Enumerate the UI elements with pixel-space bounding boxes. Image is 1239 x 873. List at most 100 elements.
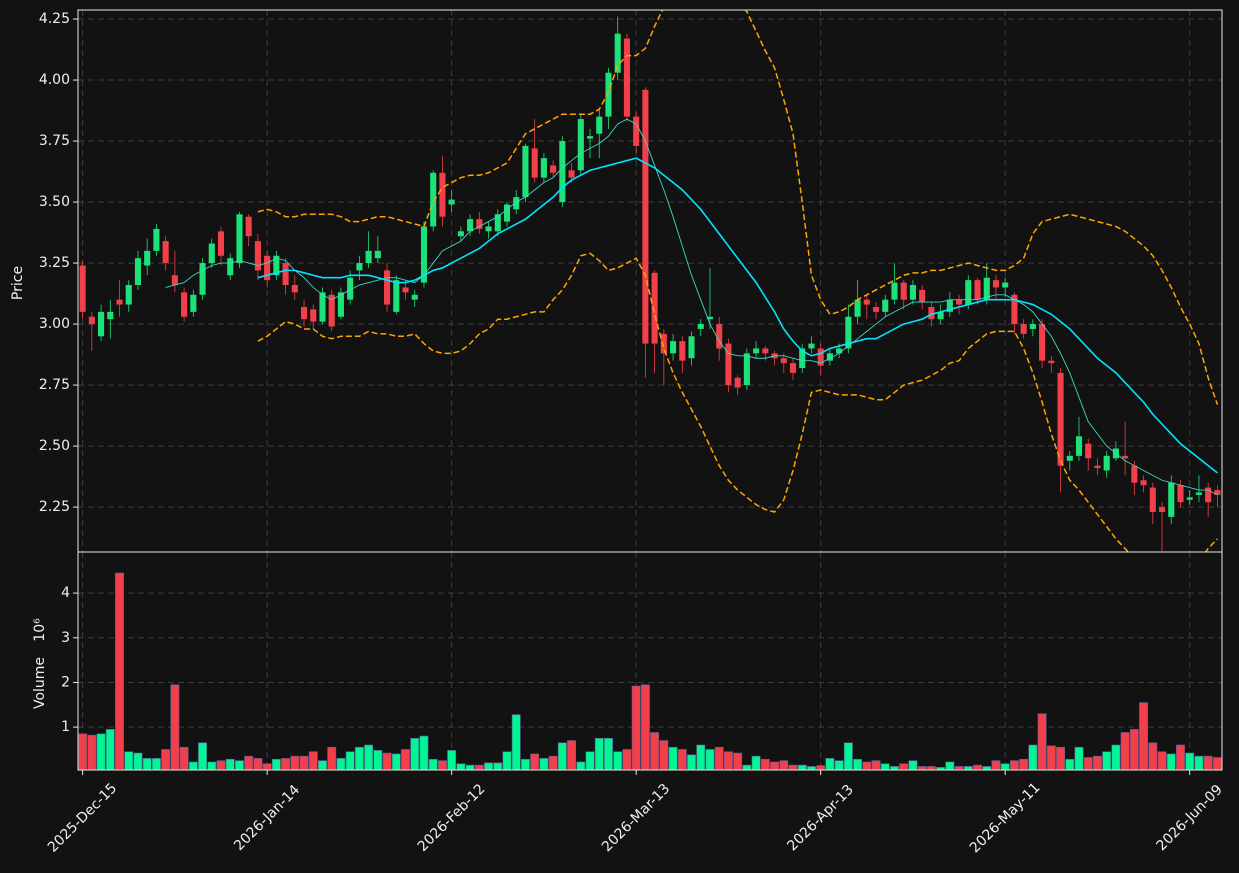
volume-bar: [834, 760, 844, 770]
candle-body: [467, 219, 474, 232]
volume-bar: [954, 766, 964, 770]
candle-body: [522, 145, 529, 198]
candle-body: [559, 141, 566, 203]
candle-body: [88, 316, 95, 325]
y-tick-label: 2: [61, 674, 70, 690]
volume-bar: [779, 760, 789, 770]
candle-body: [162, 241, 169, 264]
volume-bar: [659, 740, 669, 770]
volume-bar: [124, 751, 134, 770]
candle-body: [282, 263, 289, 286]
candle-body: [181, 292, 188, 317]
volume-bar: [520, 758, 530, 770]
candle-body: [420, 226, 428, 283]
price-axis-label: Price: [10, 266, 26, 300]
y-tick-label: 4.25: [39, 11, 70, 27]
volume-bar: [428, 758, 438, 770]
candle-body: [808, 343, 815, 349]
y-tick-label: 2.50: [39, 438, 70, 454]
candle-body: [1177, 485, 1184, 503]
volume-grid: [73, 552, 1222, 770]
volume-bar: [1185, 752, 1195, 770]
candle-body: [384, 270, 391, 305]
candle-body: [402, 287, 409, 293]
candle-body: [365, 250, 372, 264]
candle-body: [697, 324, 704, 329]
candle-body: [227, 258, 234, 276]
candle-body: [439, 172, 446, 217]
candle-body: [1149, 487, 1156, 512]
y-tick-label: 2.75: [39, 377, 70, 393]
volume-bar: [1083, 757, 1093, 770]
volume-bar: [733, 752, 743, 770]
volume-bar: [871, 760, 881, 770]
candle-body: [208, 243, 215, 264]
volume-bar: [484, 762, 493, 770]
candle-body: [605, 72, 612, 117]
volume-bar: [151, 758, 161, 770]
volume-bar: [115, 572, 124, 770]
volume-bar: [87, 734, 97, 770]
volume-bar: [179, 746, 189, 770]
y-tick-label: 3.50: [39, 194, 70, 210]
candle-body: [328, 294, 335, 327]
volume-bar: [447, 750, 457, 770]
candle-body: [1011, 294, 1018, 325]
candle-body: [872, 306, 880, 312]
candle-body: [199, 263, 206, 295]
volume-bar: [1139, 702, 1149, 770]
candle-body: [836, 348, 843, 354]
volume-bar: [1102, 751, 1112, 770]
volume-bar: [585, 751, 595, 770]
volume-bar: [198, 742, 207, 770]
candle-body: [264, 255, 271, 281]
price-grid: [73, 10, 1222, 552]
volume-bar: [742, 764, 752, 770]
volume-bar: [262, 763, 272, 770]
candle-body: [937, 311, 944, 320]
candle-body: [596, 116, 603, 134]
volume-bar: [963, 766, 973, 770]
volume-bar: [1111, 744, 1121, 770]
volume-bar: [327, 746, 337, 770]
volume-axis-label: Volume: [32, 657, 48, 709]
volume-bar: [207, 761, 217, 770]
volume-bar: [548, 755, 558, 770]
candle-body: [946, 299, 953, 312]
volume-bar: [78, 733, 88, 770]
volume-bar: [1212, 757, 1222, 770]
candle-body: [144, 250, 151, 266]
candle-body: [494, 214, 501, 232]
candle-body: [374, 250, 381, 259]
candle-body: [688, 336, 695, 359]
candle-body: [531, 148, 538, 178]
volume-bar: [825, 758, 835, 770]
y-tick-label: 1: [61, 719, 70, 735]
volume-bar: [853, 758, 863, 770]
candle-body: [448, 199, 455, 205]
line-series: [257, 252, 1218, 552]
candle-body: [125, 285, 132, 305]
candle-body: [310, 309, 317, 322]
candle-body: [300, 306, 308, 320]
candle-body: [254, 241, 261, 271]
volume-bar: [1120, 732, 1130, 770]
candle-body: [347, 277, 354, 300]
candle-body: [1020, 324, 1027, 334]
candle-body: [965, 280, 972, 305]
volume-bar: [622, 749, 632, 770]
candle-body: [319, 292, 326, 322]
volume-bar: [308, 751, 318, 770]
candle-body: [540, 158, 547, 178]
candle-body: [190, 294, 197, 312]
volume-bar: [696, 744, 706, 770]
candle-body: [568, 170, 575, 178]
candle-body: [716, 324, 723, 349]
volume-bar: [1074, 746, 1084, 770]
volume-bar: [770, 761, 780, 770]
candle-body: [411, 294, 418, 300]
candle-body: [1205, 487, 1212, 503]
candle-body: [586, 136, 594, 139]
candle-body: [476, 219, 483, 229]
